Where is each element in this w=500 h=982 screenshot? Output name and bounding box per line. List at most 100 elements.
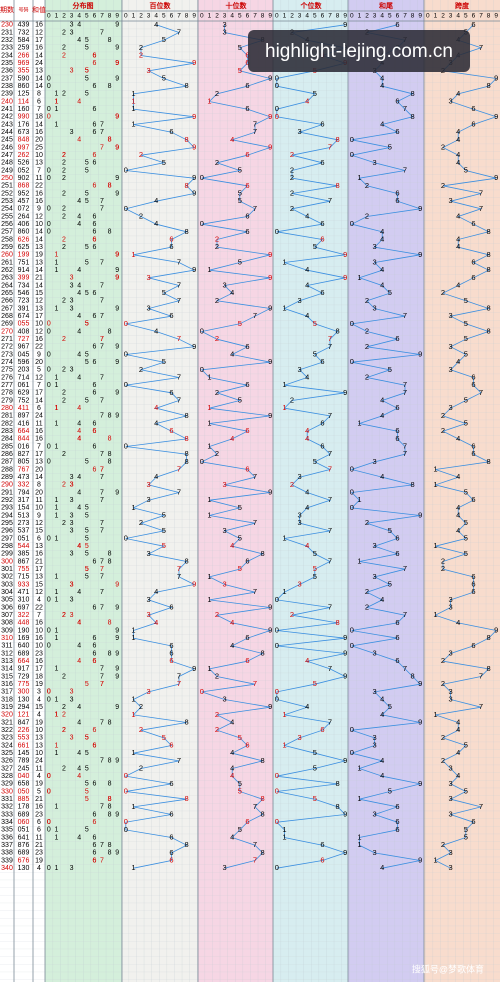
dist-digit: 3	[70, 482, 74, 489]
trend-digit: 4	[305, 426, 309, 435]
trend-digit: 7	[328, 449, 332, 458]
digit-header: 7	[328, 13, 332, 20]
number: 544	[18, 543, 30, 550]
sum: 6	[37, 98, 41, 105]
dist-digit: 3	[70, 29, 74, 36]
number: 794	[18, 489, 30, 496]
dist-digit: 3	[70, 275, 74, 282]
trend-digit: 3	[298, 365, 302, 374]
trend-digit: 1	[207, 595, 211, 604]
dist-digit: 4	[77, 428, 81, 435]
dist-digit: 5	[85, 750, 89, 757]
number: 190	[18, 627, 30, 634]
dist-digit: 7	[100, 336, 104, 343]
trend-digit: 4	[456, 242, 460, 251]
trend-digit: 5	[313, 319, 317, 328]
dist-digit: 6	[92, 313, 96, 320]
dist-digit: 9	[115, 45, 119, 52]
trend-digit: 6	[245, 656, 249, 665]
trend-digit: 8	[261, 756, 265, 765]
trend-digit: 8	[336, 135, 340, 144]
sum: 14	[35, 282, 43, 289]
number: 448	[18, 620, 30, 627]
dist-digit: 9	[115, 359, 119, 366]
trend-digit: 6	[395, 403, 399, 412]
trend-digit: 0	[275, 787, 279, 796]
trend-digit: 6	[169, 741, 173, 750]
trend-digit: 9	[192, 142, 196, 151]
trend-digit: 6	[395, 334, 399, 343]
dist-digit: 4	[77, 137, 81, 144]
trend-digit: 9	[343, 20, 347, 29]
trend-digit: 1	[282, 741, 286, 750]
trend-digit: 9	[494, 73, 498, 82]
number: 125	[18, 91, 30, 98]
trend-digit: 6	[395, 633, 399, 642]
watermark: highlight-lejing.com.cn	[265, 41, 453, 62]
trend-digit: 8	[185, 794, 189, 803]
sum: 15	[35, 290, 43, 297]
dist-digit: 7	[100, 604, 104, 611]
number: 160	[18, 106, 30, 113]
trend-digit: 5	[388, 580, 392, 589]
trend-digit: 6	[245, 342, 249, 351]
dist-digit: 7	[100, 451, 104, 458]
dist-digit: 9	[115, 811, 119, 818]
trend-digit: 0	[350, 357, 354, 366]
number: 226	[18, 727, 30, 734]
period: 262	[1, 267, 13, 274]
number: 590	[18, 75, 30, 82]
trend-digit: 0	[350, 748, 354, 757]
trend-digit: 4	[305, 211, 309, 220]
dist-digit: 2	[62, 190, 66, 197]
trend-digit: 5	[388, 702, 392, 711]
trend-digit: 6	[320, 442, 324, 451]
trend-digit: 4	[380, 280, 384, 289]
trend-digit: 3	[373, 541, 377, 550]
number: 847	[18, 719, 30, 726]
trend-digit: 3	[223, 480, 227, 489]
trend-digit: 4	[380, 863, 384, 872]
trend-digit: 5	[162, 541, 166, 550]
period: 263	[1, 275, 13, 282]
trend-digit: 7	[177, 372, 181, 381]
trend-digit: 5	[238, 564, 242, 573]
number: 673	[18, 129, 30, 136]
sum: 9	[37, 206, 41, 213]
trend-digit: 3	[373, 741, 377, 750]
sum: 23	[35, 811, 43, 818]
dist-digit: 4	[77, 834, 81, 841]
period: 323	[1, 735, 13, 742]
trend-digit: 4	[456, 434, 460, 443]
trend-digit: 3	[449, 794, 453, 803]
trend-digit: 4	[456, 150, 460, 159]
trend-digit: 0	[124, 825, 128, 834]
sum: 6	[37, 827, 41, 834]
period: 281	[1, 413, 13, 420]
section-title: 分布图	[73, 1, 94, 10]
dist-digit: 3	[70, 298, 74, 305]
trend-digit: 8	[336, 618, 340, 627]
period: 308	[1, 620, 13, 627]
digit-header: 2	[62, 13, 66, 20]
trend-digit: 6	[395, 802, 399, 811]
dist-digit: 3	[70, 68, 74, 75]
sum: 16	[35, 22, 43, 29]
dist-digit: 9	[115, 175, 119, 182]
trend-digit: 2	[290, 165, 294, 174]
trend-digit: 8	[261, 848, 265, 857]
trend-digit: 8	[336, 326, 340, 335]
dist-digit: 6	[92, 857, 96, 864]
dist-digit: 8	[108, 850, 112, 857]
dist-digit: 0	[47, 627, 51, 634]
dist-digit: 9	[115, 581, 119, 588]
trend-digit: 1	[357, 419, 361, 428]
sum: 21	[35, 796, 43, 803]
trend-digit: 2	[441, 656, 445, 665]
sum: 6	[37, 405, 41, 412]
dist-digit: 3	[70, 696, 74, 703]
number: 729	[18, 673, 30, 680]
trend-digit: 8	[185, 840, 189, 849]
dist-digit: 1	[54, 535, 58, 542]
